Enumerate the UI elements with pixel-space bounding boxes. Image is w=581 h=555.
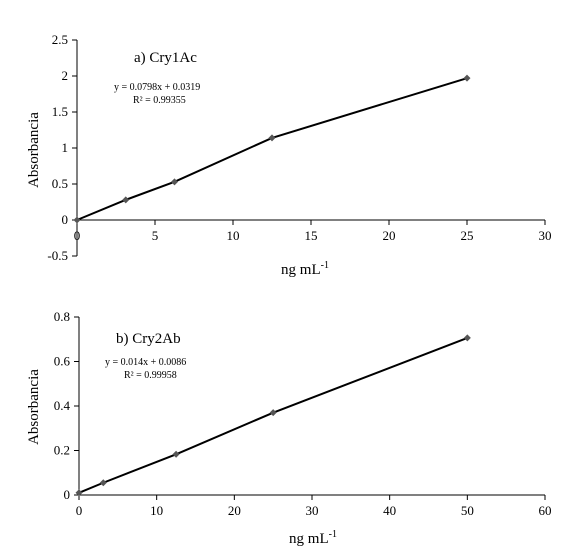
panel-a-r2: R² = 0.99355: [133, 95, 186, 106]
panel-a-data-point: [463, 74, 471, 82]
panel-a-x-axis-title-sup: -1: [321, 260, 329, 271]
panel-b-data-point: [75, 489, 83, 497]
panel-b-x-axis-title-main: ng mL: [289, 531, 329, 547]
panel-a-y-tick-label: 2.5: [52, 32, 68, 47]
panel-b-x-axis-title: ng mL-1: [289, 529, 337, 547]
panel-b-x-tick-label: 0: [76, 503, 83, 518]
panel-a-x-tick-label: 25: [461, 228, 474, 243]
panel-b-x-tick-label: 10: [150, 503, 163, 518]
panel-a-y-tick-label: 0: [62, 212, 69, 227]
panel-b-data-point: [172, 450, 180, 458]
panel-b-y-tick-label: 0.6: [54, 354, 71, 369]
panel-cry1ac: -0.5 0 0.5 1 1.5 2 2.5 0 5 10 15 20 25 30 a) Cry1Ac y…: [26, 32, 552, 278]
panel-b-r2: R² = 0.99958: [124, 370, 177, 381]
panel-a-x-tick-label: 0: [74, 228, 81, 243]
panel-b-equation: y = 0.014x + 0.0086: [105, 357, 186, 368]
panel-b-x-tick-label: 60: [539, 503, 552, 518]
panel-b-x-tick-label: 30: [306, 503, 319, 518]
panel-a-data-point: [171, 178, 178, 186]
panel-a-x-tick-label: 15: [305, 228, 318, 243]
panel-b-x-axis-title-sup: -1: [329, 529, 337, 540]
panel-a-y-tick-label: 2: [62, 68, 69, 83]
panel-b-y-axis-title: Absorbancia: [26, 369, 42, 445]
panel-a-x-tick-label: 20: [383, 228, 396, 243]
panel-a-y-axis-title: Absorbancia: [26, 112, 42, 188]
panel-b-data-point: [99, 479, 107, 487]
panel-a-marks: -0.5 0 0.5 1 1.5 2 2.5 0 5 10 15 20 25 30: [47, 32, 551, 263]
panel-b-marks: 0 0.2 0.4 0.6 0.8 0 10 20 30 40 50 60: [54, 309, 552, 518]
panel-a-y-tick-label: -0.5: [47, 248, 68, 263]
panel-a-y-tick-label: 0.5: [52, 176, 68, 191]
panel-b-x-tick-label: 20: [228, 503, 241, 518]
panel-a-x-axis-title: ng mL-1: [281, 260, 329, 278]
panel-a-equation: y = 0.0798x + 0.0319: [114, 82, 200, 93]
panel-a-data-point: [73, 216, 81, 224]
panel-b-data-point: [269, 409, 277, 417]
panel-a-x-tick-label: 10: [227, 228, 240, 243]
panel-b-y-tick-label: 0.4: [54, 398, 71, 413]
panel-a-data-point: [122, 196, 130, 204]
panel-b-x-tick-label: 40: [383, 503, 396, 518]
panel-cry2ab: 0 0.2 0.4 0.6 0.8 0 10 20 30 40 50 60 b) Cry2Ab y =…: [26, 309, 552, 547]
panel-b-y-tick-label: 0.8: [54, 309, 70, 324]
panel-a-data-point: [268, 134, 276, 142]
panel-a-x-axis-title-main: ng mL: [281, 262, 321, 278]
panel-a-title: a) Cry1Ac: [134, 50, 197, 66]
panel-a-y-tick-label: 1: [62, 140, 69, 155]
panel-b-y-tick-label: 0: [64, 487, 71, 502]
panel-b-title: b) Cry2Ab: [116, 331, 181, 347]
panel-a-x-tick-label: 5: [152, 228, 159, 243]
panel-b-y-tick-label: 0.2: [54, 443, 70, 458]
panel-a-y-tick-label: 1.5: [52, 104, 68, 119]
panel-b-data-point: [463, 334, 471, 342]
panel-a-x-tick-label: 30: [539, 228, 552, 243]
panel-b-x-tick-label: 50: [461, 503, 474, 518]
